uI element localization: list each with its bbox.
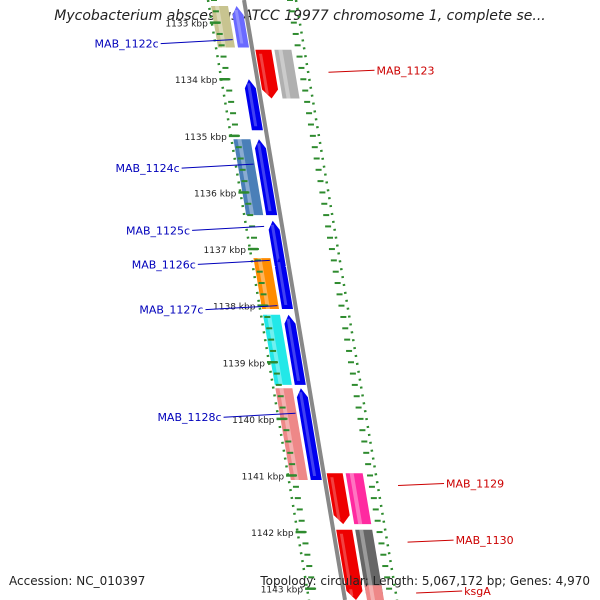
gene-bar-shine — [278, 49, 291, 99]
cds-arrow-MAB_1124c[interactable] — [254, 139, 278, 216]
tick-label: 1140 kbp — [232, 416, 275, 426]
cds-shine — [330, 477, 341, 521]
label-leader — [160, 39, 233, 45]
gene-bar-shine — [368, 585, 375, 600]
cds-shine — [286, 318, 301, 381]
tick-label: 1133 kbp — [165, 20, 208, 30]
gene-bar-MAB_1130[interactable] — [355, 529, 384, 595]
cds-shine — [349, 589, 354, 596]
cds-shine — [277, 262, 288, 306]
cds-shine — [299, 392, 317, 476]
map-title: Mycobacterium abscessus ATCC 19977 chrom… — [54, 8, 546, 24]
label-leader — [223, 412, 296, 418]
feature-label-MAB_1124c[interactable]: MAB_1124c — [116, 162, 180, 175]
feature-label-MAB_1125c[interactable]: MAB_1125c — [126, 224, 190, 237]
gene-bar-MAB_1129[interactable] — [345, 473, 372, 525]
tick-label: 1142 kbp — [251, 529, 294, 539]
cds-arrow-MAB_1129[interactable] — [326, 473, 350, 525]
backbone-line — [242, 0, 347, 600]
gene-bar-shine — [279, 388, 299, 480]
tick-label: 1139 kbp — [223, 359, 266, 369]
feature-label-MAB_1129[interactable]: MAB_1129 — [446, 477, 504, 490]
gene-bar-shine — [215, 6, 227, 48]
feature-label-MAB_1123[interactable]: MAB_1123 — [376, 64, 434, 77]
gene-bar-shine — [266, 314, 283, 385]
feature-label-ksgA[interactable]: ksgA — [464, 585, 491, 598]
feature-label-MAB_1130[interactable]: MAB_1130 — [456, 534, 514, 547]
cds-shine — [234, 10, 244, 44]
label-leader — [192, 225, 265, 231]
cds-shine — [259, 53, 269, 95]
cds-shine — [247, 83, 258, 127]
tick-label: 1141 kbp — [242, 472, 285, 482]
label-leader — [205, 305, 278, 311]
label-leader — [197, 259, 270, 265]
gene-bar-shine — [349, 473, 363, 525]
cds-arrow-MAB_1122c[interactable] — [232, 6, 250, 48]
tick-label: 1136 kbp — [194, 189, 237, 199]
cds-arrow-MAB_1127c[interactable] — [284, 314, 306, 385]
label-leader — [398, 482, 445, 486]
gene-bar-MAB_1128c[interactable] — [275, 388, 308, 480]
cds-arrow-MAB_1125c[interactable] — [268, 220, 286, 267]
tick-label: 1143 kbp — [261, 586, 304, 596]
topology-text: Topology: circular; Length: 5,067,172 bp… — [260, 574, 590, 588]
feature-layer — [211, 6, 384, 600]
gene-bar-MAB_1123[interactable] — [274, 49, 300, 99]
label-layer: MAB_1122c MAB_1123 MAB_1124c MAB_1125c MAB_1… — [95, 38, 514, 598]
minus-guide-line — [206, 0, 311, 600]
tick-label: 1134 kbp — [175, 76, 218, 86]
gene-bar-MAB_1127c[interactable] — [262, 314, 292, 385]
cds-arrow-MAB_1130[interactable] — [336, 529, 362, 595]
label-leader — [416, 590, 463, 594]
feature-label-MAB_1127c[interactable]: MAB_1127c — [139, 304, 203, 317]
gene-bar-shine — [359, 529, 375, 595]
cds-shine — [339, 533, 353, 591]
gene-bar-ksgA[interactable] — [364, 585, 384, 600]
feature-label-MAB_1128c[interactable]: MAB_1128c — [157, 411, 221, 424]
cds-shine — [257, 143, 272, 212]
cds-arrow-MAB_1123[interactable] — [255, 49, 279, 99]
gene-bar-MAB_1122c[interactable] — [211, 6, 236, 48]
cds-arrow-ksgA[interactable] — [345, 585, 363, 600]
tick-label: 1135 kbp — [184, 133, 227, 143]
feature-label-MAB_1122c[interactable]: MAB_1122c — [95, 38, 159, 51]
feature-label-MAB_1126c[interactable]: MAB_1126c — [132, 258, 196, 271]
cds-arrow-MAB_1126c[interactable] — [274, 258, 294, 310]
label-leader — [181, 163, 254, 169]
cds-shine — [270, 224, 281, 263]
plus-guide-line — [294, 0, 399, 600]
tick-layer: 1133 kbp 1134 kbp 1135 kbp 1136 kbp 1137 kbp… — [165, 0, 399, 600]
cds-arrow-feature-1[interactable] — [244, 79, 263, 131]
accession-text: Accession: NC_010397 — [9, 574, 146, 588]
tick-label: 1137 kbp — [204, 246, 247, 256]
cds-arrow-MAB_1128c[interactable] — [296, 388, 322, 480]
label-leader — [407, 539, 454, 543]
label-leader — [328, 69, 375, 73]
